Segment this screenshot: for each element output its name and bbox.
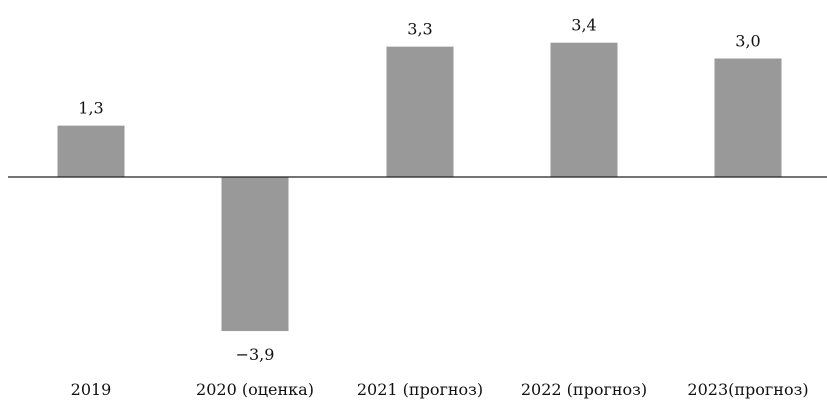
value-label: 3,0 bbox=[735, 32, 760, 51]
value-label: 3,3 bbox=[407, 20, 432, 39]
value-label: −3,9 bbox=[236, 345, 275, 364]
category-label: 2020 (оценка) bbox=[196, 380, 314, 399]
bar-2020 bbox=[221, 177, 289, 332]
value-labels-group: 1,3 −3,9 3,3 3,4 3,0 bbox=[78, 16, 760, 364]
bar-2019 bbox=[57, 125, 125, 177]
bar-2022 bbox=[550, 42, 618, 178]
value-label: 3,4 bbox=[571, 16, 596, 35]
category-label: 2019 bbox=[71, 380, 112, 399]
category-label: 2021 (прогноз) bbox=[357, 380, 483, 399]
category-label: 2023(прогноз) bbox=[687, 380, 808, 399]
bar-2023 bbox=[714, 58, 782, 177]
bar-2021 bbox=[386, 46, 454, 178]
category-label: 2022 (прогноз) bbox=[521, 380, 647, 399]
category-labels-group: 2019 2020 (оценка) 2021 (прогноз) 2022 (про… bbox=[71, 380, 809, 399]
bars-group bbox=[57, 42, 782, 332]
value-label: 1,3 bbox=[78, 99, 103, 118]
